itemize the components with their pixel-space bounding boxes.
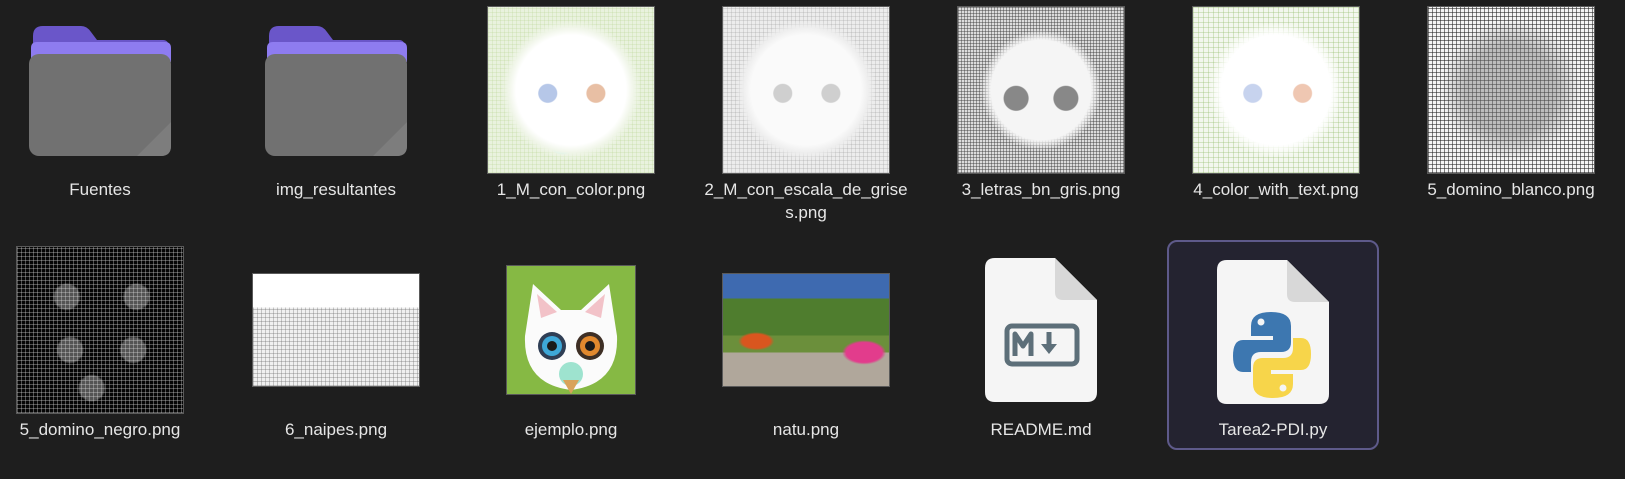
image-preview xyxy=(487,6,655,174)
file-item-fuentes[interactable]: Fuentes xyxy=(0,0,206,210)
file-item-tarea2-pdi[interactable]: Tarea2-PDI.py xyxy=(1167,240,1379,450)
file-item-img-resultantes[interactable]: img_resultantes xyxy=(230,0,442,210)
file-name: 5_domino_blanco.png xyxy=(1427,180,1595,199)
folder-icon xyxy=(265,26,407,156)
file-item-natu[interactable]: natu.png xyxy=(700,240,912,450)
file-name: natu.png xyxy=(772,420,840,439)
file-name: README.md xyxy=(990,420,1092,439)
image-thumbnail xyxy=(465,240,677,420)
folder-thumbnail xyxy=(0,0,206,180)
image-thumbnail xyxy=(1405,0,1617,180)
file-item-5-domino-blanco[interactable]: 5_domino_blanco.png xyxy=(1405,0,1617,210)
markdown-file-icon xyxy=(985,258,1097,402)
file-name: img_resultantes xyxy=(275,180,396,199)
file-name: 1_M_con_color.png xyxy=(496,180,646,199)
file-item-2-m-con-escala-de-grises[interactable]: 2_M_con_escala_de_grises.png xyxy=(700,0,912,230)
image-preview xyxy=(16,246,184,414)
file-item-5-domino-negro[interactable]: 5_domino_negro.png xyxy=(0,240,206,450)
file-item-ejemplo[interactable]: ejemplo.png xyxy=(465,240,677,450)
image-thumbnail xyxy=(935,0,1147,180)
image-thumbnail xyxy=(700,240,912,420)
folder-thumbnail xyxy=(230,0,442,180)
image-thumbnail xyxy=(0,240,206,420)
document-thumbnail xyxy=(935,240,1147,420)
python-file-icon xyxy=(1217,260,1329,404)
image-thumbnail xyxy=(1170,0,1382,180)
image-thumbnail xyxy=(465,0,677,180)
image-preview xyxy=(957,6,1125,174)
image-preview xyxy=(722,6,890,174)
file-name: 2_M_con_escala_de_grises.png xyxy=(704,180,908,222)
image-thumbnail xyxy=(230,240,442,420)
cat-image-preview xyxy=(506,265,636,395)
file-item-4-color-with-text[interactable]: 4_color_with_text.png xyxy=(1170,0,1382,210)
image-preview xyxy=(252,273,420,387)
folder-icon xyxy=(29,26,171,156)
file-item-1-m-con-color[interactable]: 1_M_con_color.png xyxy=(465,0,677,210)
file-name: 4_color_with_text.png xyxy=(1193,180,1359,199)
image-thumbnail xyxy=(700,0,912,180)
file-name: 6_naipes.png xyxy=(284,420,388,439)
file-name: ejemplo.png xyxy=(524,420,618,439)
image-preview xyxy=(1427,6,1595,174)
image-preview xyxy=(1192,6,1360,174)
image-preview xyxy=(722,273,890,387)
file-name: Tarea2-PDI.py xyxy=(1218,420,1328,439)
document-thumbnail xyxy=(1169,242,1377,422)
file-item-3-letras-bn-gris[interactable]: 3_letras_bn_gris.png xyxy=(935,0,1147,210)
file-item-readme[interactable]: README.md xyxy=(935,240,1147,450)
file-name: Fuentes xyxy=(69,180,131,199)
file-name: 3_letras_bn_gris.png xyxy=(961,180,1121,199)
file-item-6-naipes[interactable]: 6_naipes.png xyxy=(230,240,442,450)
file-name: 5_domino_negro.png xyxy=(19,420,181,439)
